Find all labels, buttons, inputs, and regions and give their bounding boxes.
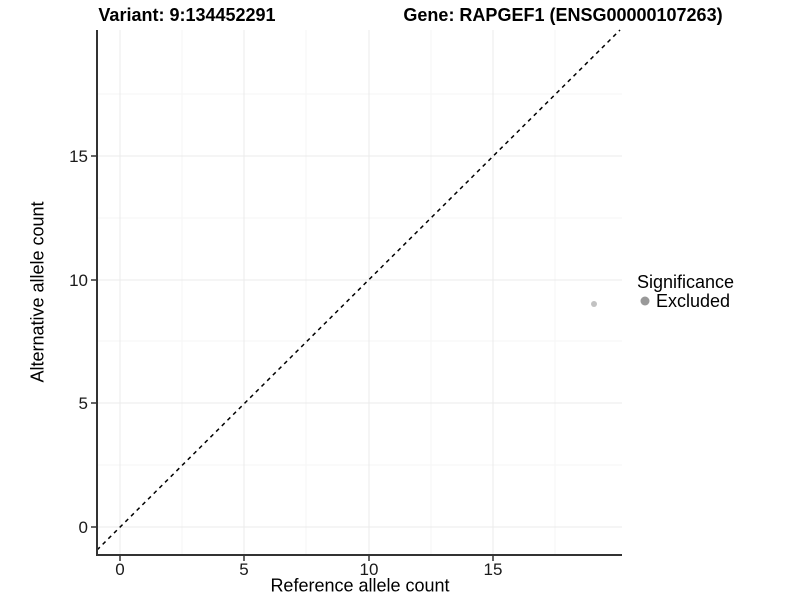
tick-marks bbox=[91, 155, 494, 561]
x-tick-label-10: 10 bbox=[359, 560, 379, 579]
y-tick-label-0: 0 bbox=[78, 518, 88, 537]
legend-title: Significance bbox=[637, 272, 735, 292]
y-tick-label-10: 10 bbox=[69, 271, 88, 290]
legend-key-dot bbox=[640, 296, 650, 306]
y-axis-title: Alternative allele count bbox=[27, 201, 48, 383]
axis-lines bbox=[96, 30, 622, 556]
x-tick-label-15: 15 bbox=[483, 560, 503, 579]
identity-line bbox=[96, 29, 621, 551]
data-point-excluded bbox=[591, 301, 597, 307]
x-axis-title: Reference allele count bbox=[270, 575, 450, 596]
x-tick-label-5: 5 bbox=[239, 560, 249, 579]
legend-item-excluded: Excluded bbox=[656, 291, 731, 311]
variant-title: Variant: 9:134452291 bbox=[98, 5, 276, 25]
gene-title: Gene: RAPGEF1 (ENSG00000107263) bbox=[403, 5, 723, 25]
minor-gridlines bbox=[97, 30, 622, 555]
y-tick-label-15: 15 bbox=[69, 147, 88, 166]
major-gridlines bbox=[97, 30, 622, 555]
x-tick-label-0: 0 bbox=[115, 560, 125, 579]
y-tick-label-5: 5 bbox=[78, 394, 88, 413]
